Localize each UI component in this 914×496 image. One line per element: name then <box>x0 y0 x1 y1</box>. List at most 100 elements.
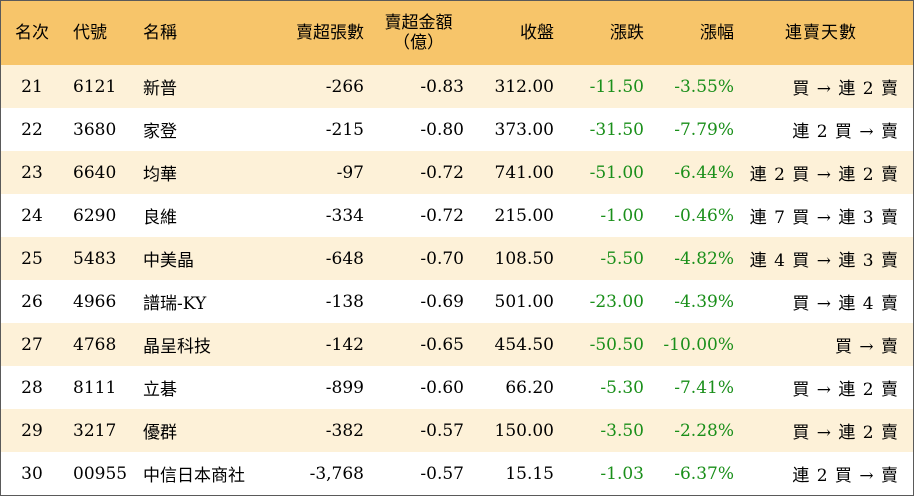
cell-pct: -6.37% <box>674 463 734 484</box>
header-row: 名次 代號 名稱 賣超張數 賣超金額 （億） 收盤 漲跌 漲幅 連賣天數 <box>1 1 913 65</box>
header-pct: 漲幅 <box>700 23 734 43</box>
cell-sell-amount: -0.65 <box>420 334 464 355</box>
cell-rank: 25 <box>21 248 43 269</box>
cell-sell-amount: -0.69 <box>420 291 464 312</box>
cell-close: 501.00 <box>494 291 554 312</box>
cell-sell-amount: -0.80 <box>420 119 464 140</box>
cell-sell-shares: -899 <box>325 377 364 398</box>
cell-pct: -4.39% <box>674 291 734 312</box>
cell-code: 6121 <box>73 76 117 97</box>
cell-change: -5.30 <box>600 377 644 398</box>
cell-close: 66.20 <box>505 377 554 398</box>
cell-rank: 23 <box>21 162 43 183</box>
cell-close: 312.00 <box>494 76 554 97</box>
cell-rank: 22 <box>21 119 43 140</box>
cell-close: 454.50 <box>494 334 554 355</box>
table-body: 21 6121 新普 -266 -0.83 312.00 -11.50 -3.55% 買 → 連… <box>1 65 913 495</box>
header-name: 名稱 <box>143 23 177 43</box>
table-row: 25 5483 中美晶 -648 -0.70 108.50 -5.50 -4.82% 連 4 買… <box>1 237 913 280</box>
cell-sell-amount: -0.57 <box>420 420 464 441</box>
cell-name: 晶呈科技 <box>143 337 211 357</box>
cell-change: -50.50 <box>589 334 644 355</box>
cell-streak: 連 7 買 → 連 3 賣 <box>749 208 899 228</box>
cell-sell-shares: -142 <box>325 334 364 355</box>
cell-close: 108.50 <box>494 248 554 269</box>
cell-pct: -4.82% <box>674 248 734 269</box>
cell-sell-shares: -334 <box>325 205 364 226</box>
cell-name: 中信日本商社 <box>143 466 245 486</box>
cell-sell-amount: -0.72 <box>420 162 464 183</box>
cell-sell-shares: -138 <box>325 291 364 312</box>
header-sell-amount-label: 賣超金額 <box>384 13 453 33</box>
cell-pct: -3.55% <box>674 76 734 97</box>
cell-code: 4966 <box>73 291 117 312</box>
header-streak: 連賣天數 <box>785 23 857 43</box>
cell-change: -31.50 <box>589 119 644 140</box>
cell-sell-shares: -215 <box>325 119 364 140</box>
table-row: 24 6290 良維 -334 -0.72 215.00 -1.00 -0.46% 連 7 買 … <box>1 194 913 237</box>
cell-streak: 買 → 連 2 賣 <box>792 380 899 400</box>
cell-sell-shares: -382 <box>325 420 364 441</box>
cell-streak: 買 → 連 4 賣 <box>792 294 899 314</box>
table-row: 27 4768 晶呈科技 -142 -0.65 454.50 -50.50 -10.00% 買 … <box>1 323 913 366</box>
cell-sell-shares: -3,768 <box>309 463 364 484</box>
cell-code: 8111 <box>73 377 117 398</box>
cell-code: 4768 <box>73 334 117 355</box>
table-row: 22 3680 家登 -215 -0.80 373.00 -31.50 -7.79% 連 2 買… <box>1 108 913 151</box>
cell-streak: 連 2 買 → 賣 <box>792 466 899 486</box>
cell-code: 3680 <box>73 119 117 140</box>
table-row: 23 6640 均華 -97 -0.72 741.00 -51.00 -6.44% 連 2 買 … <box>1 151 913 194</box>
cell-streak: 買 → 連 2 賣 <box>792 423 899 443</box>
cell-sell-amount: -0.83 <box>420 76 464 97</box>
cell-change: -5.50 <box>600 248 644 269</box>
cell-change: -3.50 <box>600 420 644 441</box>
cell-code: 6640 <box>73 162 117 183</box>
header-close: 收盤 <box>520 23 554 43</box>
cell-name: 新普 <box>143 79 177 99</box>
cell-rank: 27 <box>21 334 43 355</box>
cell-name: 均華 <box>143 165 177 185</box>
cell-rank: 24 <box>21 205 43 226</box>
cell-code: 3217 <box>73 420 117 441</box>
cell-code: 6290 <box>73 205 117 226</box>
cell-close: 741.00 <box>494 162 554 183</box>
cell-name: 譜瑞-KY <box>143 294 207 314</box>
cell-streak: 連 2 買 → 連 2 賣 <box>749 165 899 185</box>
cell-rank: 29 <box>21 420 43 441</box>
cell-name: 立碁 <box>143 380 177 400</box>
table-row: 29 3217 優群 -382 -0.57 150.00 -3.50 -2.28% 買 → 連 … <box>1 409 913 452</box>
cell-rank: 21 <box>21 76 43 97</box>
header-rank: 名次 <box>15 23 49 43</box>
cell-name: 良維 <box>143 208 177 228</box>
table-row: 21 6121 新普 -266 -0.83 312.00 -11.50 -3.55% 買 → 連… <box>1 65 913 108</box>
cell-name: 中美晶 <box>143 251 194 271</box>
cell-change: -1.00 <box>600 205 644 226</box>
cell-sell-amount: -0.70 <box>420 248 464 269</box>
cell-sell-amount: -0.57 <box>420 463 464 484</box>
table-row: 30 00955 中信日本商社 -3,768 -0.57 15.15 -1.03 -6.37%… <box>1 452 913 495</box>
header-change: 漲跌 <box>610 23 644 43</box>
cell-pct: -7.41% <box>674 377 734 398</box>
header-sell-shares: 賣超張數 <box>296 23 364 43</box>
cell-streak: 買 → 連 2 賣 <box>792 79 899 99</box>
cell-close: 215.00 <box>494 205 554 226</box>
table-row: 28 8111 立碁 -899 -0.60 66.20 -5.30 -7.41% 買 → 連 2… <box>1 366 913 409</box>
cell-sell-shares: -266 <box>325 76 364 97</box>
cell-change: -1.03 <box>600 463 644 484</box>
cell-streak: 買 → 賣 <box>834 337 899 357</box>
cell-close: 15.15 <box>505 463 554 484</box>
cell-sell-shares: -648 <box>325 248 364 269</box>
cell-code: 5483 <box>73 248 117 269</box>
cell-code: 00955 <box>73 463 128 484</box>
cell-close: 150.00 <box>494 420 554 441</box>
cell-pct: -2.28% <box>674 420 734 441</box>
header-sell-amount: 賣超金額 （億） <box>373 1 473 65</box>
cell-name: 優群 <box>143 423 177 443</box>
cell-name: 家登 <box>143 122 177 142</box>
header-code: 代號 <box>73 23 107 43</box>
cell-change: -51.00 <box>589 162 644 183</box>
cell-sell-amount: -0.60 <box>420 377 464 398</box>
cell-pct: -0.46% <box>674 205 734 226</box>
